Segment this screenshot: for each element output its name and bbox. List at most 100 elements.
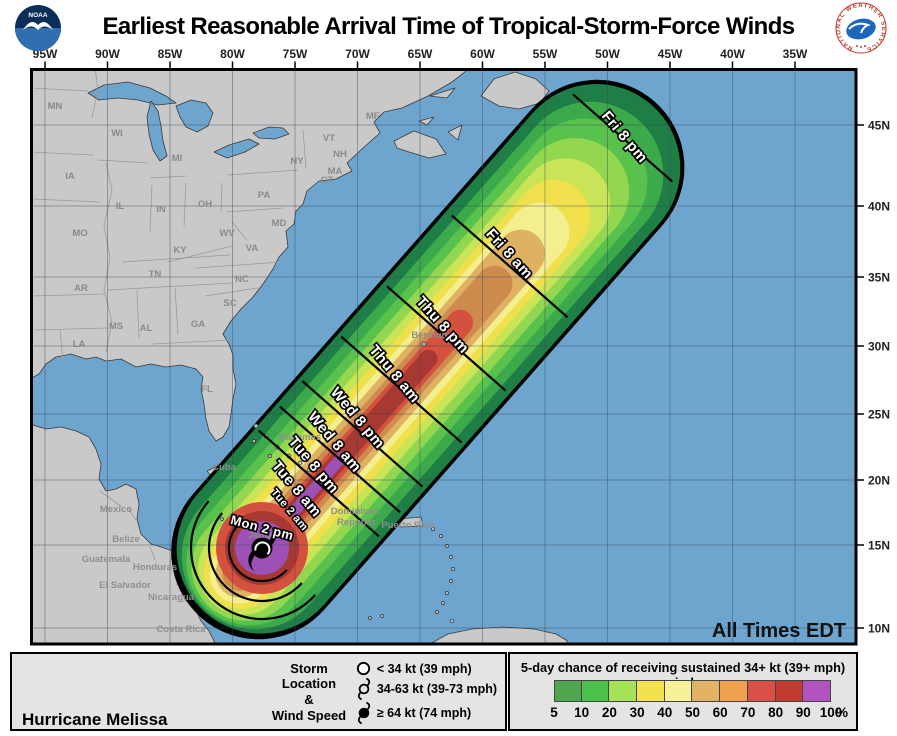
latlon-grid — [33, 71, 855, 643]
place-label: Guatemala — [82, 554, 131, 565]
place-label: Puerto Rico — [381, 520, 435, 531]
state-label: AR — [74, 283, 88, 294]
lat-label: 10N — [868, 622, 890, 636]
lon-label: 75W — [283, 47, 308, 61]
lon-label: 80W — [220, 47, 245, 61]
lon-label: 70W — [345, 47, 370, 61]
state-label: AL — [140, 323, 153, 334]
north-america-coast — [33, 71, 467, 442]
probability-tick-labels: 5 10 20 30 40 50 60 70 80 90 100 — [550, 705, 844, 721]
hurricane-symbol — [248, 524, 276, 572]
lon-label: 60W — [470, 47, 495, 61]
probability-segment — [637, 680, 665, 702]
noaa-logo: NOAA — [15, 5, 61, 51]
open-circle-icon — [355, 660, 373, 677]
cape-breton — [447, 124, 463, 141]
state-label: MO — [72, 228, 87, 239]
time-boundary-line — [340, 335, 463, 444]
probability-segment — [720, 680, 748, 702]
place-label: Mexico — [100, 504, 132, 515]
page-title: Earliest Reasonable Arrival Time of Trop… — [102, 13, 795, 40]
probability-tick: 50 — [684, 705, 701, 720]
probability-segment — [803, 680, 831, 702]
state-label: WV — [219, 228, 235, 239]
place-label: Cuba — [212, 462, 236, 473]
state-label: CT — [321, 175, 334, 186]
state-label: VT — [323, 133, 335, 144]
title-bar: NOAA Earliest Reasonable Arrival Time of… — [0, 0, 897, 54]
probability-tick: 80 — [768, 705, 784, 720]
lon-label: 50W — [595, 47, 620, 61]
storm-info-box: Hurricane Melissa Mon. Oct. 27, 2025 5 a… — [10, 652, 507, 731]
key-row-depression: < 34 kt (39 mph) — [355, 660, 497, 677]
arrival-swath-layer — [171, 79, 685, 640]
great-lakes — [87, 81, 290, 162]
state-label: IL — [116, 201, 125, 212]
lat-label: 30N — [868, 340, 890, 354]
state-label: FL — [201, 384, 213, 395]
state-label: NC — [235, 274, 249, 285]
lat-label: 15N — [868, 539, 890, 553]
lat-label: 25N — [868, 408, 890, 422]
probability-legend-box: 5-day chance of receiving sustained 34+ … — [508, 652, 858, 731]
prince-edward-island — [418, 116, 435, 126]
lon-label: 55W — [533, 47, 558, 61]
place-label: Republic — [337, 517, 377, 528]
bermuda-island — [421, 341, 427, 347]
probability-tick: 60 — [712, 705, 728, 720]
place-label: Bahamas — [279, 432, 321, 443]
tropical-storm-icon — [355, 677, 373, 701]
time-boundary-line — [386, 285, 507, 392]
all-times-note: All Times EDT — [712, 620, 846, 642]
nova-scotia — [393, 130, 447, 159]
anticosti-island — [429, 87, 456, 99]
nws-logo: NATIONAL WEATHER SERVICE — [835, 2, 887, 54]
probability-segment — [664, 680, 693, 702]
state-label: SC — [223, 298, 236, 309]
time-boundary-arc — [227, 525, 288, 583]
state-label: OH — [198, 199, 212, 210]
lon-label: 65W — [408, 47, 433, 61]
storm-info: Hurricane Melissa Mon. Oct. 27, 2025 5 a… — [22, 659, 267, 729]
state-label: MS — [109, 321, 123, 332]
state-label: MD — [272, 218, 287, 229]
map-frame — [30, 68, 858, 646]
lat-label: 20N — [868, 474, 890, 488]
key-row-tropical-storm: 34-63 kt (39-73 mph) — [355, 677, 497, 701]
probability-tick: 40 — [657, 705, 673, 720]
axis-labels-layer: 95W 90W 85W 80W 75W 70W 65W 60W 55W 50W 45W 40W 35W4… — [33, 47, 890, 642]
time-boundary-line — [279, 405, 401, 514]
probability-segment — [609, 680, 638, 702]
state-label: MA — [328, 166, 343, 177]
lat-label: 45N — [868, 119, 890, 133]
probability-tick: 90 — [795, 705, 811, 720]
state-label: NH — [333, 149, 347, 160]
probability-segment — [775, 680, 804, 702]
symbol-key-header: Storm Location & Wind Speed — [271, 661, 347, 723]
lat-label: 35N — [868, 271, 890, 285]
state-label: IN — [156, 204, 166, 215]
lon-label: 45W — [658, 47, 683, 61]
time-boundary-arc — [189, 500, 317, 621]
wind-speed-key: < 34 kt (39 mph) 34-63 kt (39-73 mph) ≥ … — [351, 659, 497, 725]
place-label: Dominican — [331, 506, 380, 517]
lon-label: 40W — [720, 47, 745, 61]
probability-segment — [554, 680, 582, 702]
probability-tick: 30 — [629, 705, 645, 720]
probability-segment — [747, 680, 776, 702]
state-label: LA — [73, 339, 86, 350]
lat-label: 40N — [868, 200, 890, 214]
noaa-logo-text: NOAA — [28, 12, 47, 19]
small-islands-layer — [220, 341, 455, 624]
probability-tick: 10 — [574, 705, 590, 720]
time-boundary-line — [301, 380, 424, 488]
state-label: NY — [290, 156, 304, 167]
newfoundland — [480, 71, 550, 110]
landmass-layer — [33, 71, 569, 643]
state-label: KY — [173, 245, 187, 256]
probability-tick: 5 — [550, 705, 558, 720]
state-label: MN — [48, 101, 63, 112]
state-label: MI — [172, 153, 183, 164]
time-boundary-lines — [189, 93, 673, 621]
place-label: Nicaragua — [148, 592, 195, 603]
